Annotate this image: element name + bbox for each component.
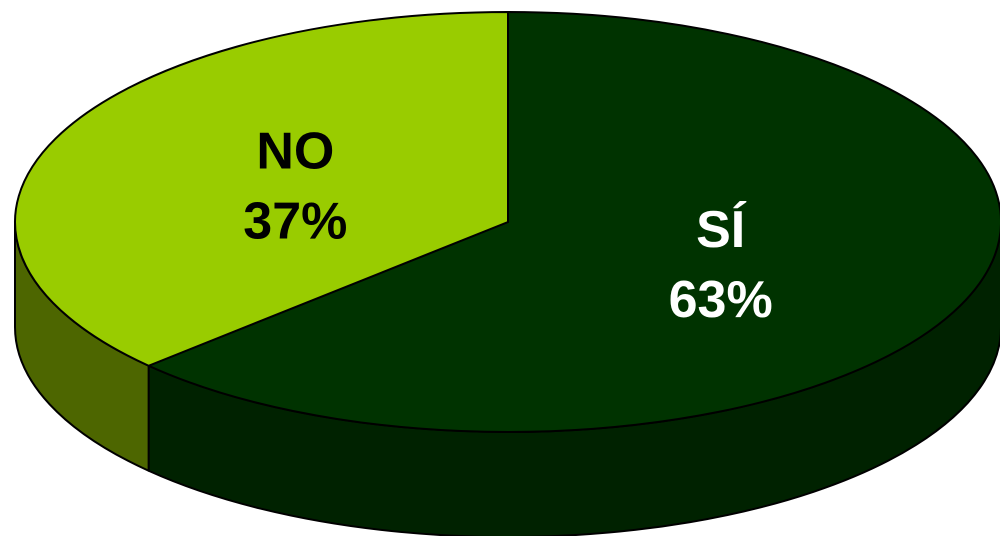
pie-slice-no [14,11,509,367]
slice-label-no: NO [256,123,334,181]
slice-label-si: SÍ [696,201,747,259]
pie-slice-si [147,11,1000,433]
slice-value-label-si: 63% [669,271,773,329]
pie-labels: SÍ 63% NO 37% [243,123,772,329]
pie-tops [14,11,1000,433]
slice-value-label-no: 37% [243,193,347,251]
